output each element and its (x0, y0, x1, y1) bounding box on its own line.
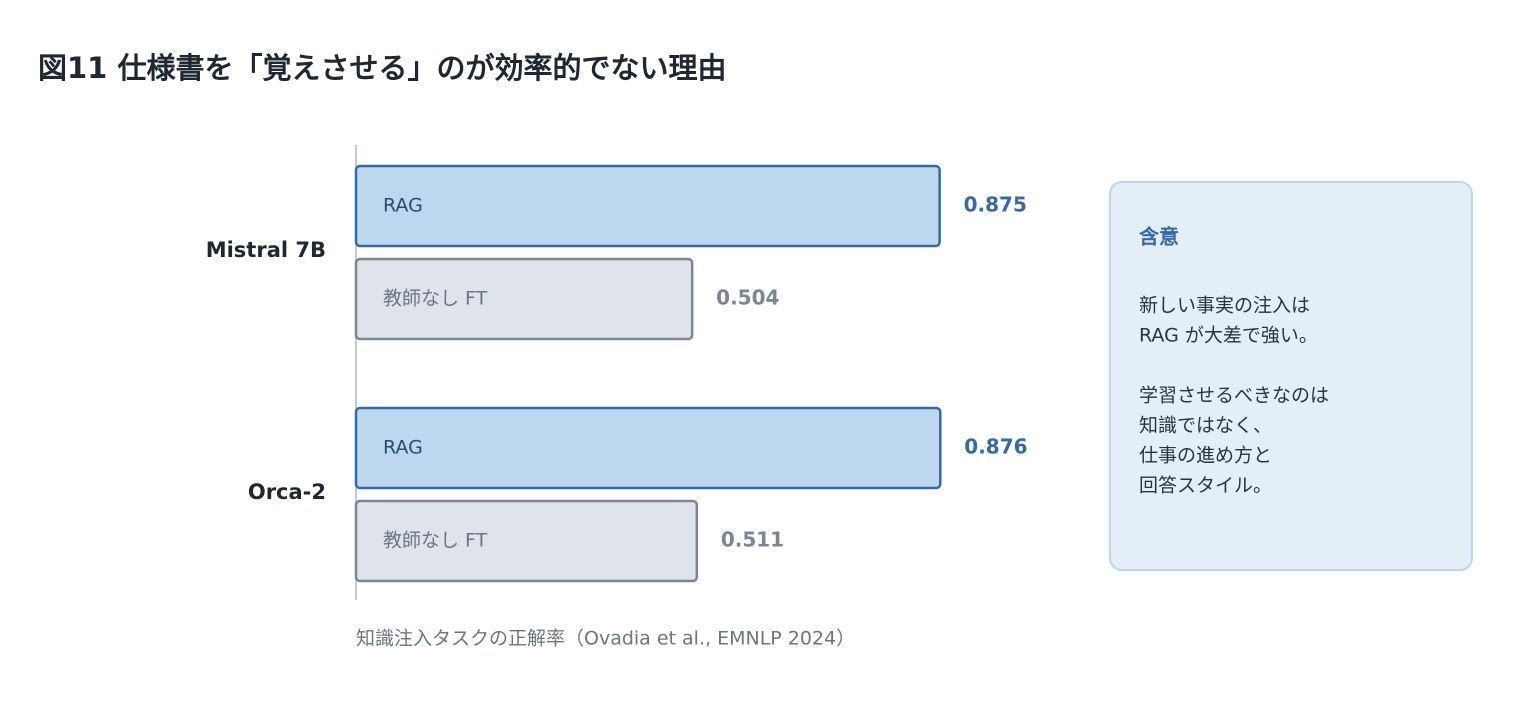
value-label: 0.875 (964, 193, 1027, 217)
value-label: 0.511 (721, 528, 784, 552)
chart-title: 図11 仕様書を「覚えさせる」のが効率的でない理由 (38, 51, 726, 85)
value-label: 0.876 (964, 435, 1027, 459)
value-label: 0.504 (716, 286, 779, 310)
bar (354, 164, 941, 248)
note-line: 知識ではなく、 (1139, 415, 1272, 437)
bar-series-label: RAG (383, 437, 423, 459)
category-label: Orca-2 (248, 480, 326, 504)
bar-series-label: 教師なし FT (383, 288, 488, 310)
bar-series-label: 教師なし FT (383, 530, 488, 552)
category-label: Mistral 7B (206, 238, 326, 262)
note-line: 新しい事実の注入は (1139, 295, 1310, 317)
note-line: 回答スタイル。 (1139, 475, 1272, 497)
bar (354, 257, 694, 341)
note-line: 仕事の進め方と (1139, 445, 1272, 467)
note-line: RAG が大差で強い。 (1139, 325, 1318, 347)
bar (354, 406, 942, 490)
bar (354, 499, 699, 583)
note-box (1109, 181, 1473, 571)
caption: 知識注入タスクの正解率（Ovadia et al., EMNLP 2024） (356, 628, 855, 650)
note-title: 含意 (1139, 225, 1179, 249)
note-line: 学習させるべきなのは (1139, 385, 1329, 407)
bar-series-label: RAG (383, 195, 423, 217)
